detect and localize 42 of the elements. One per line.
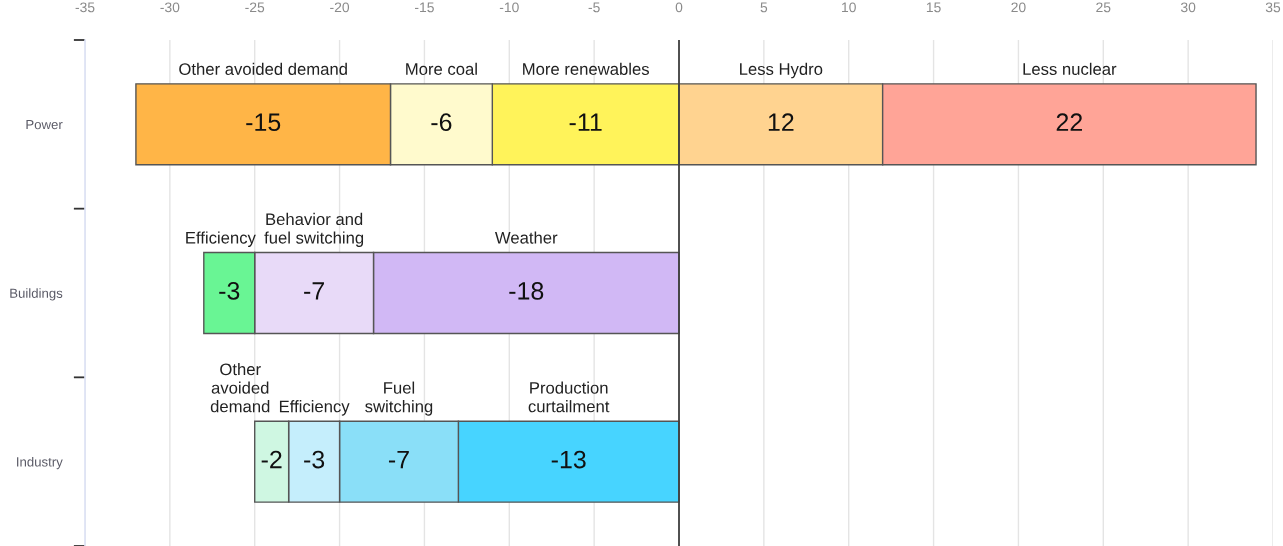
data-label: -18	[509, 282, 544, 300]
x-tick-label: -30	[160, 2, 180, 13]
data-label: -7	[304, 282, 324, 300]
data-label: 12	[768, 113, 794, 131]
series-label: Less Hydro	[740, 62, 823, 79]
data-label: -11	[569, 113, 602, 131]
data-label: -3	[219, 282, 240, 300]
series-label: Production curtailment	[528, 381, 610, 413]
series-label: More renewables	[523, 62, 649, 75]
x-tick-label: 25	[1096, 2, 1111, 13]
series-label: Weather	[494, 231, 558, 244]
series-label: Efficiency	[279, 400, 350, 416]
data-label: 22	[1056, 113, 1082, 131]
x-tick-label: -20	[330, 2, 350, 13]
x-tick-label: 30	[1180, 2, 1196, 13]
y-tick-label: Buildings	[10, 288, 63, 301]
series-label: Efficiency	[186, 231, 256, 247]
x-tick-label: -10	[499, 2, 519, 13]
x-tick-label: -5	[588, 2, 600, 13]
data-label: -13	[551, 450, 586, 469]
data-label: -15	[246, 113, 281, 132]
data-label: -6	[431, 113, 452, 132]
series-label: Other avoided demand	[179, 62, 347, 75]
x-tick-label: -25	[245, 2, 265, 13]
series-label: Less nuclear	[1023, 62, 1117, 75]
x-tick-label: 20	[1011, 2, 1026, 13]
x-tick-label: 15	[926, 2, 941, 13]
y-tick-label: Industry	[17, 456, 63, 470]
x-tick-label: 0	[675, 2, 683, 13]
x-tick-label: 5	[760, 2, 768, 13]
series-label: Fuel switching	[365, 381, 433, 416]
x-tick-label: -35	[75, 2, 95, 13]
data-label: -2	[261, 450, 282, 469]
series-label: Other avoided demand	[210, 362, 270, 413]
series-label: Behavior and fuel switching	[264, 212, 364, 247]
series-label: More coal	[406, 62, 477, 75]
y-tick-label: Power	[26, 120, 63, 130]
data-label: -3	[304, 450, 325, 469]
x-tick-label: 35	[1265, 2, 1281, 13]
data-label: -7	[388, 450, 409, 469]
x-tick-label: 10	[842, 2, 856, 13]
x-tick-label: -15	[415, 2, 434, 13]
